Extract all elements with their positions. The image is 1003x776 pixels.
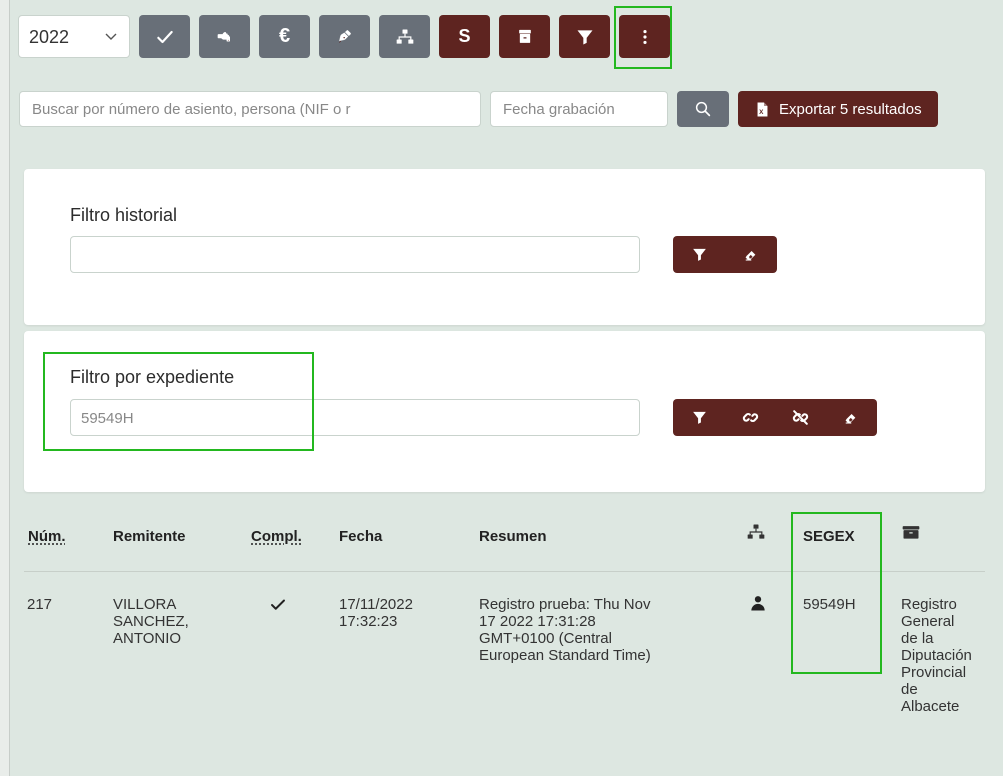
svg-text:X: X — [759, 108, 764, 115]
